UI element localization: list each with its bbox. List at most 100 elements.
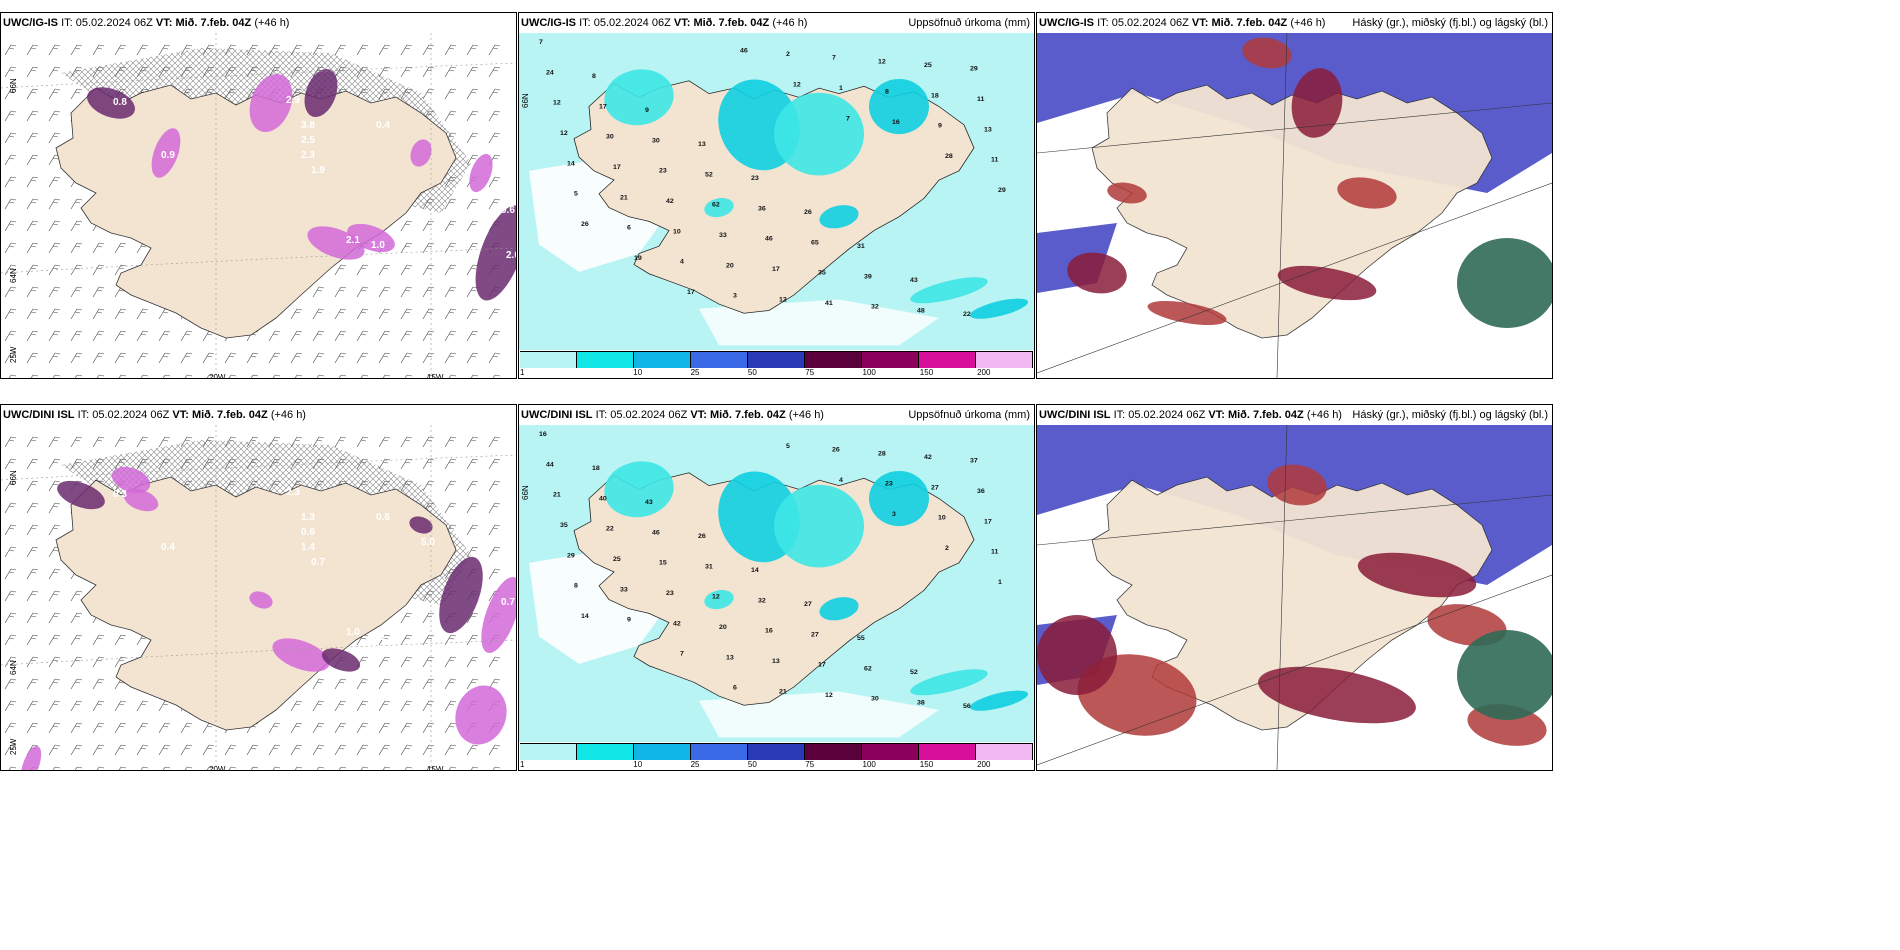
legend-swatch [691, 744, 748, 760]
map-canvas: 1618432614275552564440463132276238372122… [519, 425, 1034, 742]
map-canvas: 7891323263143222417305236653948291230236… [519, 33, 1034, 350]
axis-label: 66N [9, 78, 18, 93]
precip-value: 65 [811, 240, 819, 247]
map-canvas [1037, 33, 1552, 378]
precip-value: 52 [910, 669, 918, 676]
panel-title: Uppsöfnuð úrkoma (mm) [908, 405, 1030, 425]
legend-tick-label: 10 [633, 760, 642, 769]
precip-value: 13 [772, 658, 780, 665]
precip-value: 16 [765, 628, 773, 635]
precip-value: 40 [599, 496, 607, 503]
wind-value-label: 0.7 [501, 597, 515, 608]
lead-time: (+46 h) [789, 409, 824, 421]
precip-value: 13 [698, 141, 706, 148]
precip-value: 14 [751, 567, 759, 574]
it-label: IT: [78, 409, 90, 421]
precip-value: 20 [719, 624, 727, 631]
wind-value-label: 0.4 [161, 542, 175, 553]
precip-value: 30 [871, 696, 879, 703]
precip-value: 22 [963, 311, 971, 318]
precip-value: 11 [977, 96, 985, 103]
it-value: 05.02.2024 06Z [92, 409, 169, 421]
precip-value: 26 [832, 447, 840, 454]
precip-value: 4 [680, 259, 684, 266]
it-label: IT: [1114, 409, 1126, 421]
legend-swatch [748, 352, 805, 368]
precip-value: 55 [857, 635, 865, 642]
precip-map-panel: UWC/DINI ISL IT: 05.02.2024 06Z VT: Mið.… [518, 404, 1035, 771]
precip-value: 43 [645, 499, 653, 506]
wind-value-label: 5.0 [421, 537, 435, 548]
precip-value: 7 [832, 55, 836, 62]
precip-value: 32 [871, 304, 879, 311]
map-canvas [1037, 425, 1552, 770]
it-label: IT: [579, 17, 591, 29]
precip-value: 12 [712, 594, 720, 601]
vt-label: VT: [690, 409, 707, 421]
vt-label: VT: [156, 17, 173, 29]
precip-value: 18 [592, 465, 600, 472]
precip-value: 39 [864, 274, 872, 281]
precip-value: 13 [984, 127, 992, 134]
precip-value: 31 [705, 564, 713, 571]
legend-swatch [919, 744, 976, 760]
axis-label: 15W [427, 765, 443, 771]
precip-value: 15 [659, 560, 667, 567]
wind-value-label: 0.8 [113, 97, 127, 108]
color-legend [520, 351, 1033, 368]
wind-value-label: 1.9 [311, 165, 325, 176]
color-legend [520, 743, 1033, 760]
precip-value: 26 [804, 209, 812, 216]
it-value: 05.02.2024 06Z [1128, 409, 1205, 421]
precip-value: 42 [666, 198, 674, 205]
precip-value: 17 [687, 289, 695, 296]
legend-swatch [862, 744, 919, 760]
vt-value: Mið. 7.feb. 04Z [710, 409, 786, 421]
wind-value-label: 0.3 [113, 489, 127, 500]
precip-value: 8 [885, 89, 889, 96]
precip-value: 23 [666, 590, 674, 597]
precip-value: 10 [938, 515, 946, 522]
precip-value: 17 [984, 519, 992, 526]
precip-value: 1 [839, 85, 843, 92]
precip-value: 33 [719, 232, 727, 239]
panel-header: UWC/IG-IS IT: 05.02.2024 06Z VT: Mið. 7.… [1, 13, 516, 33]
precip-value: 14 [581, 613, 589, 620]
precip-value: 33 [620, 587, 628, 594]
panel-title: Háský (gr.), miðský (fj.bl.) og lágský (… [1352, 405, 1548, 425]
precip-value: 4 [839, 477, 843, 484]
precip-value: 8 [574, 583, 578, 590]
legend-tick-label: 150 [920, 368, 933, 377]
legend-tick-label: 25 [691, 760, 700, 769]
precip-value: 36 [977, 488, 985, 495]
precip-value: 3 [733, 293, 737, 300]
legend-tick-label: 100 [863, 368, 876, 377]
precip-value: 46 [652, 530, 660, 537]
precip-value: 9 [938, 123, 942, 130]
legend-swatch [862, 352, 919, 368]
wind-value-label: 1.3 [301, 512, 315, 523]
it-label: IT: [61, 17, 73, 29]
legend-swatch [520, 744, 577, 760]
wind-value-label: 3.8 [301, 120, 315, 131]
lead-time: (+46 h) [772, 17, 807, 29]
precip-value: 62 [712, 202, 720, 209]
precip-value: 13 [726, 655, 734, 662]
it-value: 05.02.2024 06Z [76, 17, 153, 29]
wind-value-label: 0.4 [376, 120, 390, 131]
it-label: IT: [596, 409, 608, 421]
precip-value: 6 [733, 685, 737, 692]
precip-value: 16 [892, 119, 900, 126]
wind-value-label: 2.9 [286, 95, 300, 106]
precip-value: 35 [818, 270, 826, 277]
vt-value: Mið. 7.feb. 04Z [693, 17, 769, 29]
precip-value: 27 [811, 632, 819, 639]
precip-value: 23 [885, 481, 893, 488]
axis-label: 25W [9, 347, 18, 363]
legend-tick-label: 200 [977, 760, 990, 769]
legend-swatch [976, 352, 1033, 368]
precip-value: 48 [917, 308, 925, 315]
legend-tick-label: 75 [805, 368, 814, 377]
legend-tick-label: 1 [520, 760, 524, 769]
wind-value-label: 2.1 [346, 235, 360, 246]
